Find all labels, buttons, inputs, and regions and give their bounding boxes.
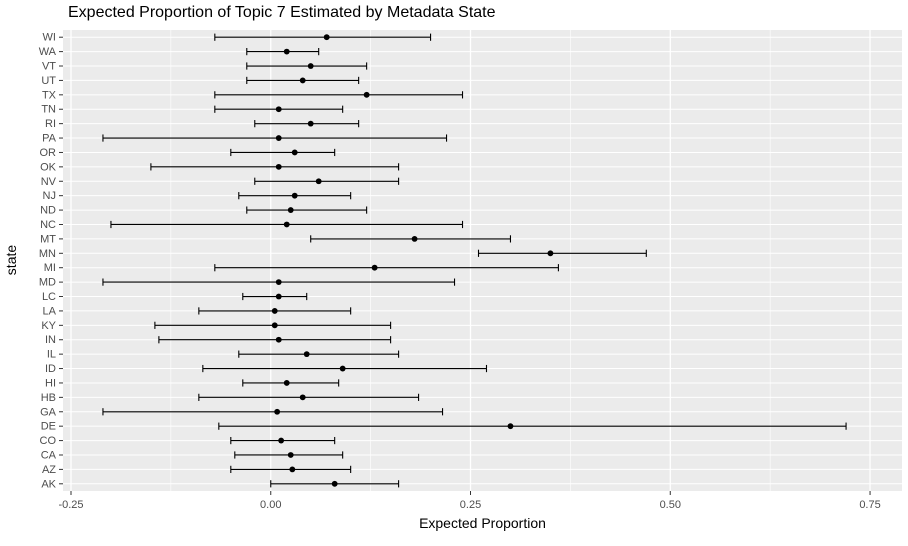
point-mn [547,250,554,257]
y-tick-label-ak: AK [41,478,56,490]
point-pa [275,135,282,141]
y-tick-label-ca: CA [41,449,57,461]
point-nj [291,192,298,199]
point-nv [315,178,322,185]
x-tick-label: -0.25 [58,499,83,511]
point-ut [299,77,306,84]
y-tick-label-or: OR [40,147,57,159]
y-tick-label-ok: OK [40,161,57,173]
y-tick-label-nv: NV [41,176,57,188]
point-lc [275,293,282,300]
point-tx [363,91,370,98]
point-ri [307,120,314,127]
y-tick-label-vt: VT [42,61,56,73]
x-tick-label: 0.25 [460,499,481,511]
point-id [339,365,346,372]
x-tick-label: 0.00 [260,499,281,511]
point-la [271,308,278,314]
y-tick-label-mt: MT [40,233,56,245]
panel-background [63,30,902,491]
chart-title: Expected Proportion of Topic 7 Estimated… [68,4,496,21]
x-axis-title: Expected Proportion [419,515,546,531]
y-tick-label-in: IN [45,334,56,346]
y-tick-label-nj: NJ [43,190,56,202]
point-co [278,437,285,444]
point-tn [275,106,282,113]
y-tick-label-ut: UT [41,75,56,87]
y-tick-label-mn: MN [39,248,56,260]
y-tick-label-ky: KY [41,320,56,332]
point-md [275,279,282,286]
y-tick-label-az: AZ [42,464,56,476]
point-mt [411,235,418,242]
point-ky [271,322,278,329]
y-tick-label-ri: RI [45,118,56,130]
point-nc [283,221,290,228]
y-tick-label-hi: HI [45,377,56,389]
point-ga [274,408,281,415]
y-tick-label-pa: PA [42,133,57,145]
point-in [275,336,282,343]
point-hi [283,380,290,386]
point-ak [331,480,338,487]
point-or [291,149,298,156]
y-axis-title: state [3,244,19,276]
x-tick-label: 0.50 [660,499,681,511]
y-tick-label-wa: WA [39,46,57,58]
point-ok [275,163,282,170]
y-tick-label-la: LA [43,305,57,317]
x-tick-label: 0.75 [859,499,880,511]
y-tick-label-lc: LC [42,291,56,303]
point-ca [287,452,294,458]
y-tick-label-ga: GA [40,406,57,418]
y-tick-label-hb: HB [41,392,56,404]
y-tick-label-nc: NC [40,219,56,231]
point-il [303,351,310,358]
y-tick-label-mi: MI [44,262,56,274]
y-tick-label-tn: TN [41,104,56,116]
point-mi [371,264,378,271]
point-nd [287,207,294,213]
y-tick-label-de: DE [41,421,56,433]
y-tick-label-md: MD [39,277,56,289]
point-de [507,423,514,430]
y-tick-label-co: CO [40,435,57,447]
y-tick-label-nd: ND [40,205,56,217]
y-tick-label-id: ID [45,363,56,375]
point-wa [283,48,290,55]
point-vt [307,63,314,69]
point-hb [299,394,306,401]
y-tick-label-wi: WI [43,32,56,44]
y-tick-label-il: IL [47,349,56,361]
point-wi [323,34,330,41]
y-tick-label-tx: TX [42,89,57,101]
point-az [289,466,296,473]
